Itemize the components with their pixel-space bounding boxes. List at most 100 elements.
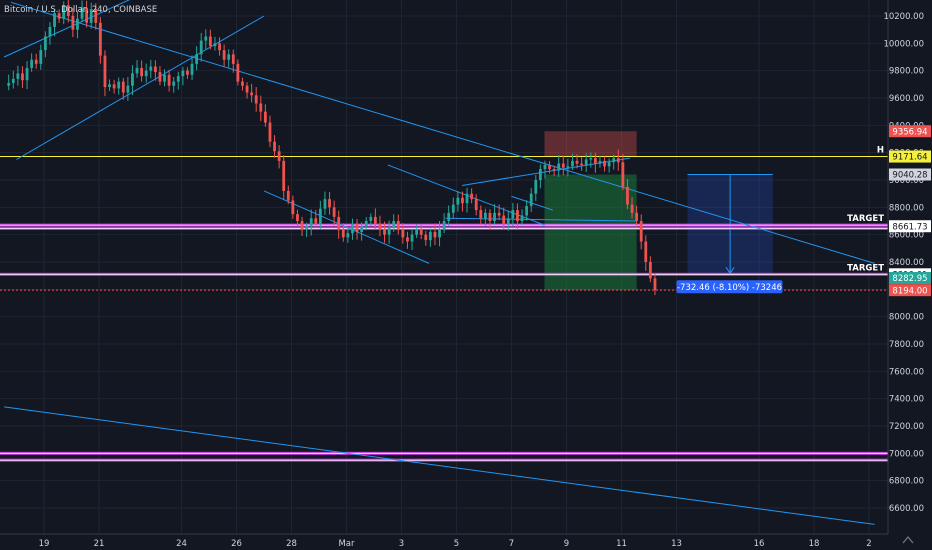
- y-tick-label: 10200.00: [883, 12, 924, 22]
- price-label-text: 9356.94: [892, 127, 927, 137]
- candle-body: [479, 210, 483, 219]
- candle-body: [383, 229, 386, 235]
- candle-body: [635, 212, 639, 221]
- candle-body: [318, 208, 322, 224]
- candle-body: [103, 55, 107, 88]
- y-tick-label: 8600.00: [889, 231, 924, 241]
- candle-body: [580, 163, 584, 165]
- candle-body: [497, 212, 501, 216]
- candle-body: [140, 67, 144, 77]
- settings-icon[interactable]: [902, 536, 914, 544]
- price-label-text: 8194.00: [892, 286, 927, 296]
- candle-body: [25, 67, 29, 81]
- measure-label-text: -732.46 (-8.10%) -73246: [677, 283, 782, 293]
- stop-loss-zone: [544, 131, 637, 157]
- candle-body: [94, 9, 98, 23]
- candle-body: [516, 210, 519, 221]
- candlestick-series: [7, 0, 657, 296]
- candle-body: [144, 70, 148, 77]
- trend-line: [16, 15, 265, 160]
- candle-body: [213, 43, 217, 47]
- candle-body: [305, 226, 309, 230]
- trend-line: [3, 0, 130, 58]
- x-tick-label: 16: [754, 539, 765, 549]
- candle-body: [543, 164, 547, 170]
- candle-body: [337, 216, 341, 230]
- candle-body: [396, 221, 400, 230]
- candle-body: [433, 231, 437, 238]
- candle-body: [369, 216, 373, 221]
- candle-body: [30, 59, 34, 68]
- candle-body: [351, 223, 354, 234]
- price-label-box: [889, 284, 931, 297]
- y-tick-label: 8400.00: [889, 258, 924, 268]
- candle-body: [135, 67, 139, 74]
- candle-body: [16, 73, 20, 79]
- risk-reward-zones: [544, 131, 773, 291]
- candle-body: [488, 212, 492, 221]
- candle-body: [48, 26, 52, 37]
- price-label-text: 8661.73: [892, 222, 927, 232]
- candle-body: [552, 169, 556, 171]
- level-label: H: [877, 146, 884, 156]
- annotations: -732.46 (-8.10%) -73246: [676, 280, 783, 294]
- candle-body: [71, 16, 75, 30]
- candle-body: [630, 204, 634, 213]
- candle-body: [616, 158, 620, 163]
- price-label-text: 8282.95: [892, 274, 927, 284]
- candle-body: [231, 54, 235, 64]
- candle-body: [483, 212, 487, 219]
- x-tick-label: 19: [39, 539, 50, 549]
- candle-body: [648, 262, 652, 279]
- x-tick-label: 21: [94, 539, 105, 549]
- candle-body: [296, 214, 299, 221]
- candle-body: [584, 159, 588, 165]
- candle-body: [561, 163, 565, 168]
- candle-body: [341, 229, 345, 238]
- y-tick-label: 8800.00: [889, 203, 924, 213]
- candle-body: [456, 197, 460, 205]
- x-tick-label: 3: [399, 539, 404, 549]
- y-tick-label: 10000.00: [883, 39, 924, 49]
- measure-label-box: [676, 280, 783, 294]
- x-tick-label: 24: [176, 539, 187, 549]
- x-tick-label: 7: [509, 539, 514, 549]
- candle-body: [502, 215, 506, 224]
- candle-body: [98, 22, 102, 56]
- candle-body: [273, 141, 276, 152]
- y-tick-label: 7600.00: [889, 367, 924, 377]
- candle-body: [222, 50, 226, 60]
- candle-body: [406, 237, 409, 242]
- time-axis[interactable]: 19 21 24 26 28 Mar 3 5 7 9 11 13 16 18 2: [0, 533, 888, 549]
- price-label-text: 9040.28: [892, 171, 927, 181]
- price-label-box: [889, 150, 931, 163]
- candle-body: [424, 234, 428, 241]
- candle-body: [43, 36, 47, 51]
- candle-body: [612, 158, 616, 163]
- candle-body: [263, 111, 267, 123]
- candle-body: [529, 193, 533, 206]
- x-tick-label: 13: [671, 539, 682, 549]
- candle-body: [11, 78, 15, 83]
- candle-body: [236, 63, 240, 82]
- x-tick-label: 5: [454, 539, 459, 549]
- trend-line: [461, 157, 630, 186]
- candle-body: [493, 212, 496, 221]
- candle-body: [392, 221, 396, 228]
- x-tick-label: 18: [809, 539, 820, 549]
- x-tick-label: Mar: [338, 539, 355, 549]
- candle-body: [360, 226, 364, 232]
- x-tick-label: 9: [564, 539, 569, 549]
- trend-line: [10, 1, 875, 264]
- price-label-text: 9171.64: [892, 153, 927, 163]
- candle-body: [557, 163, 561, 171]
- candle-body: [277, 151, 281, 161]
- candle-body: [534, 180, 538, 194]
- candle-body: [520, 215, 524, 221]
- y-tick-label: 9600.00: [889, 94, 924, 104]
- price-axis[interactable]: 10200.0010000.009800.009600.009400.00920…: [883, 0, 931, 534]
- candle-body: [39, 50, 43, 64]
- candle-body: [644, 241, 648, 262]
- candle-body: [167, 74, 171, 86]
